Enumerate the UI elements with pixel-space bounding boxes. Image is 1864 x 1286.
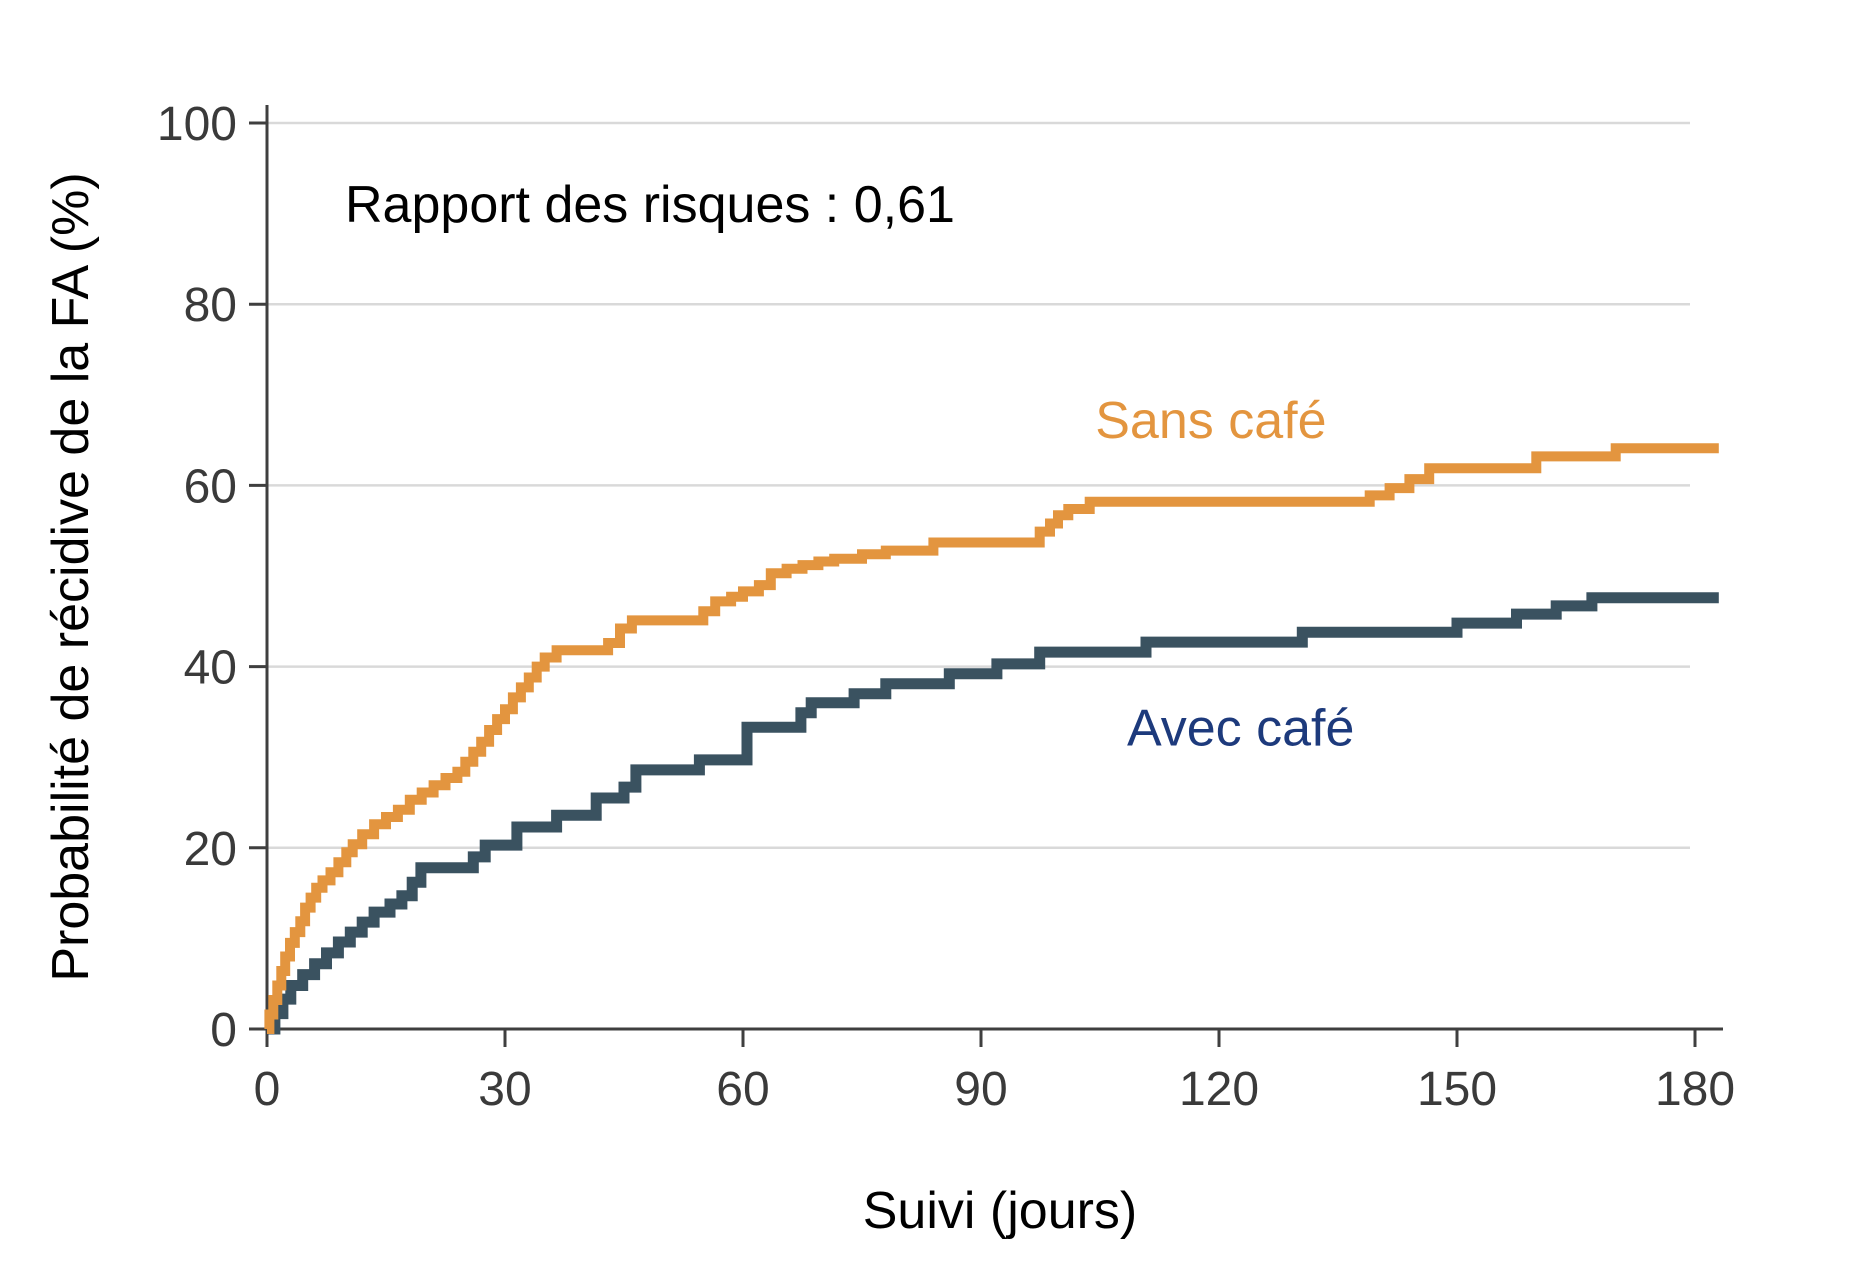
x-tick-label-60: 60 (716, 1063, 769, 1116)
series-label-avec-cafe: Avec café (1127, 699, 1354, 757)
x-axis-title: Suivi (jours) (863, 1182, 1138, 1240)
y-axis-title: Probabilité de récidive de la FA (%) (42, 172, 100, 981)
x-tick-label-0: 0 (254, 1063, 281, 1116)
curve-avec-cafe (267, 592, 1719, 1035)
curve-sans-cafe (264, 443, 1719, 1034)
y-tick-label-40: 40 (184, 642, 237, 695)
survival-curves (264, 443, 1719, 1035)
y-tick-label-20: 20 (184, 823, 237, 876)
x-tick-label-120: 120 (1179, 1063, 1259, 1116)
series-labels: Sans café Avec café (1095, 392, 1354, 757)
hazard-ratio-annotation: Rapport des risques : 0,61 (345, 176, 955, 234)
gridlines (267, 121, 1690, 850)
x-tick-label-180: 180 (1655, 1063, 1735, 1116)
x-axis-tick-labels: 0 30 60 90 120 150 180 (254, 1063, 1735, 1116)
x-tick-label-90: 90 (954, 1063, 1007, 1116)
x-axis-ticks (265, 1029, 1697, 1047)
x-tick-label-150: 150 (1417, 1063, 1497, 1116)
y-axis-tick-labels: 0 20 40 60 80 100 (157, 98, 237, 1057)
axes (249, 105, 1723, 1047)
y-tick-label-80: 80 (184, 279, 237, 332)
y-axis-ticks (249, 121, 267, 1031)
x-tick-label-30: 30 (478, 1063, 531, 1116)
y-tick-label-60: 60 (184, 460, 237, 513)
series-label-sans-cafe: Sans café (1095, 392, 1326, 450)
y-tick-label-100: 100 (157, 98, 237, 151)
y-tick-label-0: 0 (210, 1004, 237, 1057)
